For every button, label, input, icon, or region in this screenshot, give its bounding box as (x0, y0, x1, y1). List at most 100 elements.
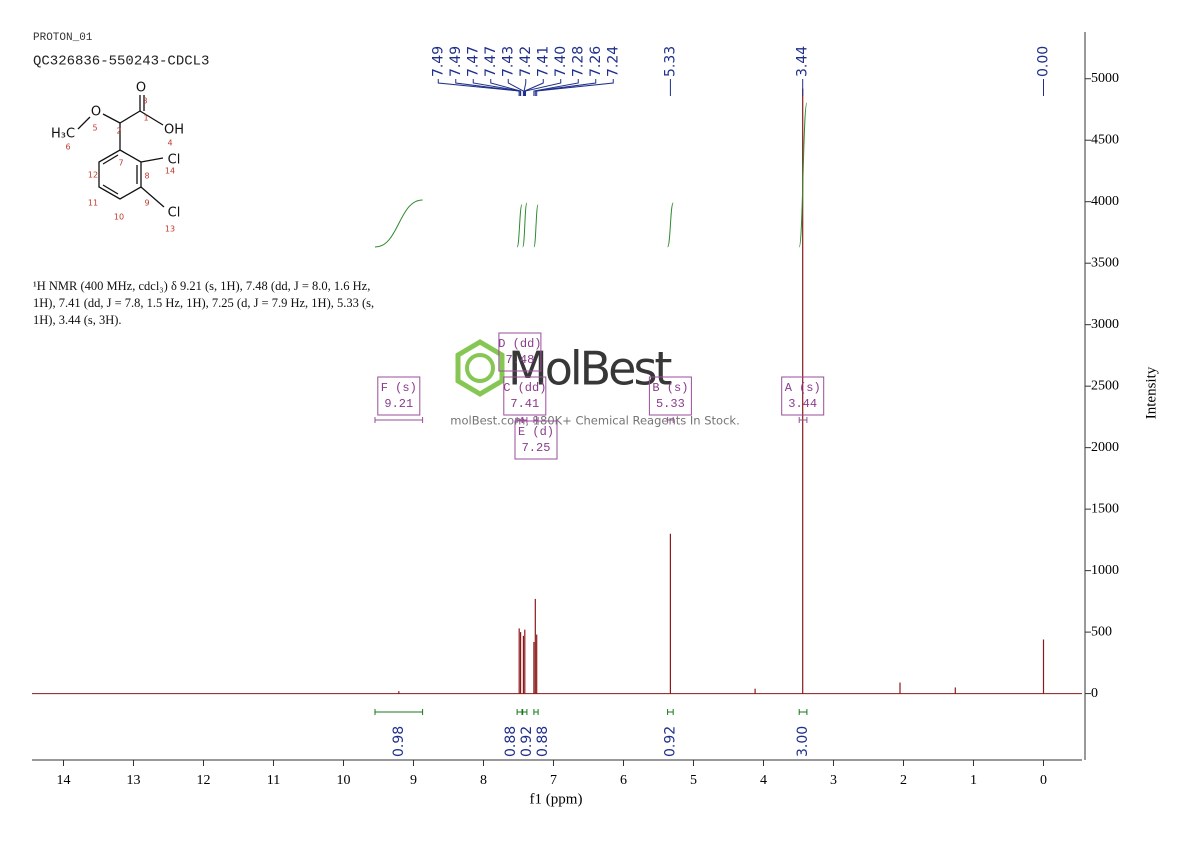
atom-number: 3 (142, 97, 147, 106)
bond (140, 157, 164, 163)
multiplet-name: F (s) (381, 381, 417, 395)
atom-number: 1 (143, 114, 148, 123)
experiment-name: PROTON_01 (33, 32, 93, 44)
x-tick-label: 5 (690, 773, 697, 788)
peak-label: 7.26 (588, 46, 604, 77)
multiplet-range (516, 417, 523, 423)
integral-label: 0.88 (535, 726, 551, 757)
bond (119, 110, 141, 124)
atom-number: 7 (118, 159, 123, 168)
bond (140, 186, 165, 208)
multiplet-name: A (s) (785, 381, 821, 395)
multiplet-name: E (d) (518, 425, 554, 439)
x-axis-label: f1 (ppm) (530, 791, 583, 807)
x-tick-label: 9 (410, 773, 417, 788)
peak-connector (534, 79, 597, 96)
y-tick-label: 500 (1091, 624, 1112, 639)
integral-bracket (798, 709, 808, 715)
peak-label: 7.47 (483, 46, 499, 77)
x-tick-label: 6 (620, 773, 627, 788)
x-tick-label: 11 (267, 773, 280, 788)
y-tick-label: 4000 (1091, 194, 1119, 209)
x-tick-label: 1 (970, 773, 977, 788)
peak-label: 7.40 (553, 46, 569, 77)
integral-bracket (516, 709, 523, 715)
atom-label: H₃C (51, 127, 75, 142)
integral-curve (667, 202, 674, 248)
integral-curve (522, 202, 528, 248)
bond (139, 110, 164, 126)
y-tick-label: 3000 (1091, 317, 1119, 332)
multiplet-box (514, 420, 558, 460)
y-axis-label: Intensity (1143, 366, 1159, 419)
multiplet-box (648, 376, 692, 416)
peak-label: 0.00 (1036, 46, 1052, 77)
peak-label: 7.42 (518, 46, 534, 77)
y-tick-label: 1000 (1091, 563, 1119, 578)
x-tick-label: 8 (480, 773, 487, 788)
multiplet-shift: 7.48 (505, 353, 534, 367)
bond (77, 116, 91, 130)
multiplet-box (498, 332, 542, 372)
multiplet-box (503, 376, 547, 416)
peak-label: 7.28 (570, 46, 586, 77)
integral-curve (516, 204, 523, 248)
atom-number: 11 (88, 199, 98, 208)
x-tick-label: 2 (900, 773, 907, 788)
atom-number: 10 (114, 213, 124, 222)
multiplet-box (781, 376, 825, 416)
structure: O OH H₃C O Cl Cl 1 2 3 4 5 6 7 8 9 10 11… (51, 81, 184, 234)
peak-label: 7.24 (605, 46, 621, 77)
multiplet-range (667, 417, 674, 423)
x-tick-label: 3 (830, 773, 837, 788)
multiplet-range (533, 417, 539, 423)
x-tick-label: 10 (337, 773, 351, 788)
integral-label: 3.00 (795, 726, 811, 757)
integral-label: 0.88 (503, 726, 519, 757)
peak-connector (455, 79, 520, 96)
peak-label: 7.47 (465, 46, 481, 77)
atom-label: O (91, 105, 101, 120)
atom-label: Cl (168, 206, 181, 221)
integral-bracket (374, 709, 424, 715)
peak-connector (533, 79, 579, 96)
atom-number: 12 (88, 171, 98, 180)
y-tick-label: 1500 (1091, 501, 1119, 516)
x-tick-label: 7 (550, 773, 557, 788)
peak-connector (490, 79, 522, 96)
integral-curve (374, 199, 423, 248)
atom-number: 6 (65, 143, 70, 152)
atom-label: Cl (168, 153, 181, 168)
peak-connector (523, 79, 527, 96)
y-tick-label: 3500 (1091, 255, 1119, 270)
peak-label: 3.44 (795, 46, 811, 77)
peak-label: 5.33 (662, 46, 678, 77)
sample-name: QC326836-550243-CDCL3 (33, 54, 209, 70)
integral-curve (798, 102, 808, 248)
multiplet-name: C (dd) (503, 381, 546, 395)
bond (102, 154, 119, 165)
watermark-tagline: molBest.com, 180K+ Chemical Reagents In … (450, 414, 739, 428)
logo (455, 339, 505, 397)
x-tick-label: 13 (127, 773, 141, 788)
y-tick-label: 4500 (1091, 132, 1119, 147)
integral-bracket (533, 709, 539, 715)
x-tick-label: 0 (1040, 773, 1047, 788)
x-tick-label: 12 (197, 773, 211, 788)
y-tick-label: 5000 (1091, 71, 1119, 86)
bond (102, 113, 121, 124)
logo (465, 353, 495, 383)
peak-connector (525, 79, 562, 96)
x-tick-label: 14 (57, 773, 71, 788)
peak-label: 7.49 (430, 46, 446, 77)
ring (98, 149, 142, 200)
peak-label: 7.43 (500, 46, 516, 77)
multiplet-shift: 9.21 (384, 397, 413, 411)
y-tick-label: 0 (1091, 686, 1098, 701)
peak-connector (507, 79, 524, 96)
multiplet-shift: 7.25 (522, 441, 551, 455)
x-tick-label: 4 (760, 773, 767, 788)
atom-label: OH (164, 123, 184, 138)
atom-number: 8 (144, 172, 149, 181)
